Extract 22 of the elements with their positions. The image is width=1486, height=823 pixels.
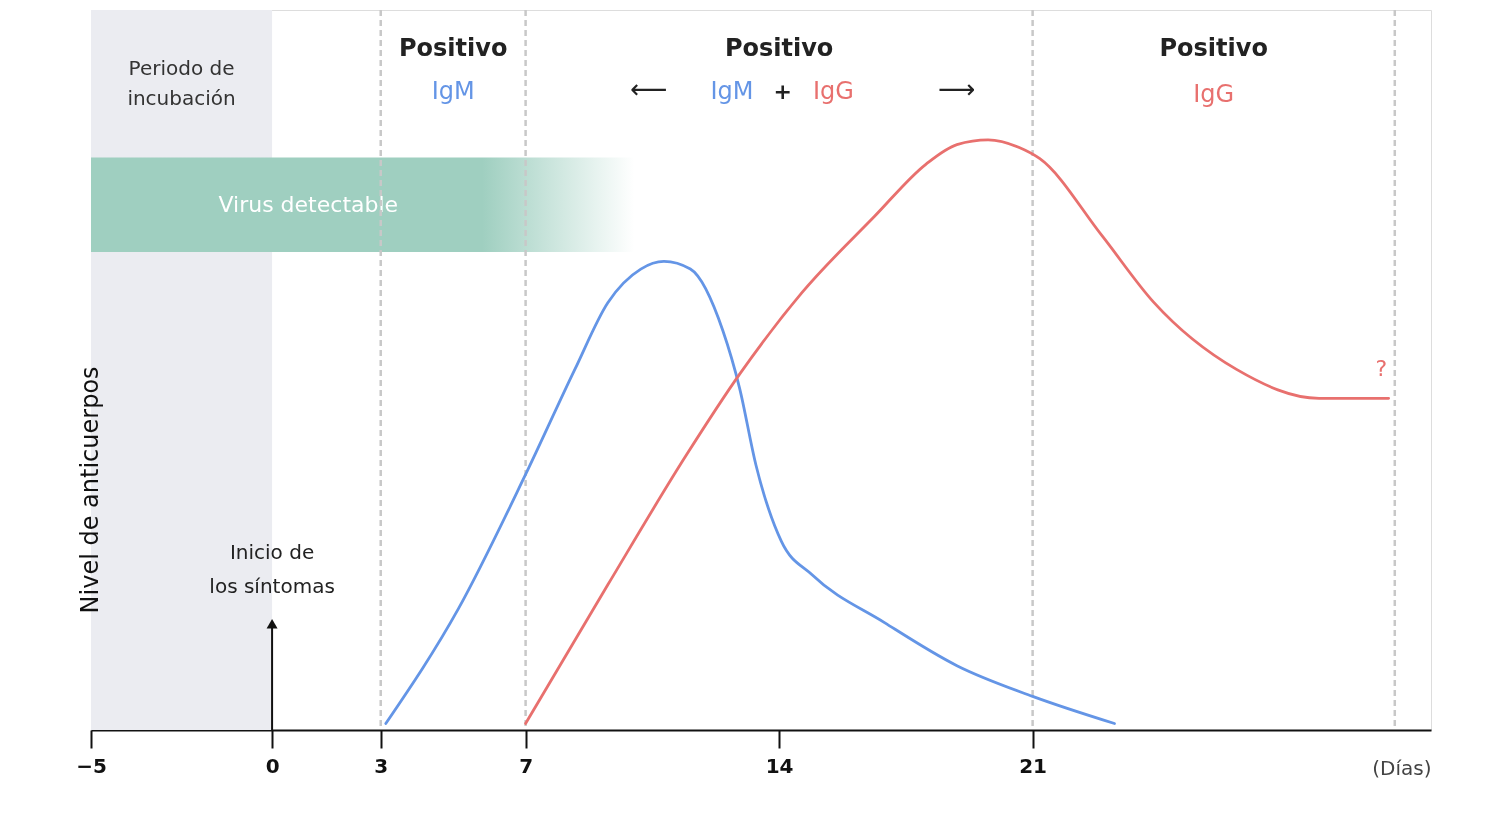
text: ⟵ <box>630 74 668 105</box>
text: + <box>773 79 792 105</box>
x-tick-label: 7 <box>519 753 534 778</box>
x-tick-label: 0 <box>265 753 280 778</box>
x-tick-label: 14 <box>765 753 794 778</box>
text: Positivo <box>398 33 508 62</box>
x-axis-title: (Días) <box>1372 755 1432 780</box>
text: IgM <box>431 77 475 106</box>
annotation: ? <box>1375 355 1388 381</box>
annotation: Inicio de los síntomas <box>209 539 335 598</box>
x-tick-label: 3 <box>374 753 389 778</box>
text: ⟶ <box>937 74 976 105</box>
text: Positivo <box>724 33 834 62</box>
text: IgM <box>710 77 754 106</box>
y-axis-title: Nivel de anticuerpos <box>76 366 104 614</box>
text: IgG <box>1193 79 1235 108</box>
band-label: Periodo de incubación <box>127 56 236 111</box>
x-tick-label: 21 <box>1019 753 1048 778</box>
band-label: Virus detectable <box>218 191 399 217</box>
text: IgG <box>812 77 854 106</box>
x-tick-label: −5 <box>76 753 107 778</box>
text: Positivo <box>1159 33 1268 62</box>
